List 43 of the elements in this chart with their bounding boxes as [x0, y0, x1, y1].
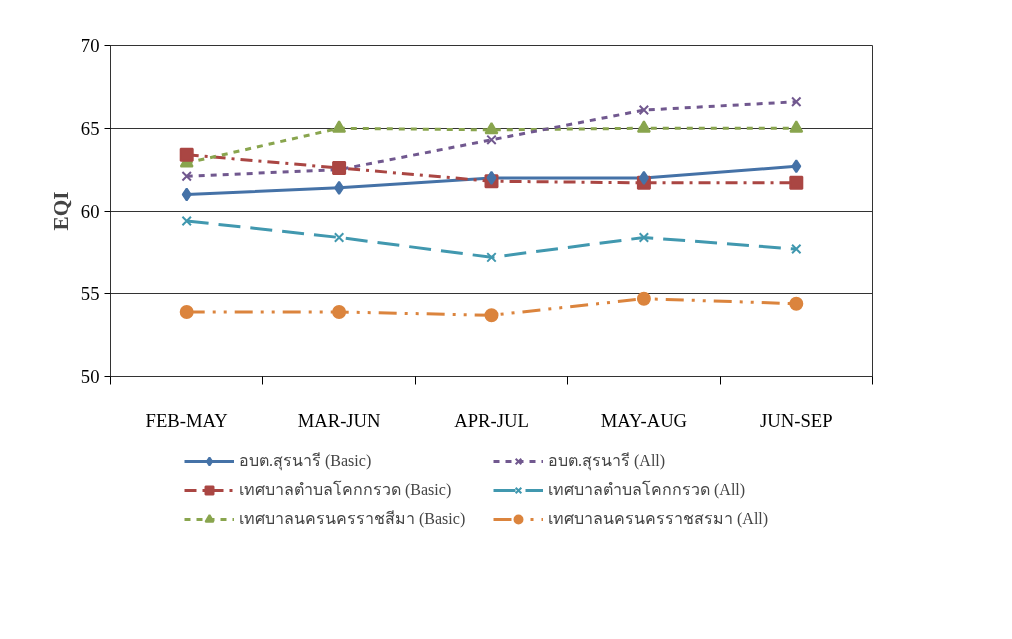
point: [789, 296, 804, 311]
point: [332, 160, 347, 175]
y-tick-label: 55: [80, 283, 100, 305]
point: [181, 171, 192, 182]
x-tick-label: FEB-MAY: [145, 409, 228, 431]
point: [179, 304, 194, 319]
point: [789, 175, 804, 190]
point: [636, 291, 651, 306]
point: [333, 232, 345, 243]
legend-label: อบต.สุรนารี (Basic): [239, 451, 373, 473]
y-tick-label: 70: [80, 35, 100, 56]
point: [181, 215, 192, 227]
legend-label: เทศบาลตำบลโคกกรวด (All): [548, 479, 747, 501]
point: [334, 180, 345, 195]
legend-label: เทศบาลตำบลโคกกรวด (Basic): [239, 479, 453, 501]
point: [791, 243, 802, 255]
point: [484, 308, 499, 323]
y-tick-label: 60: [80, 200, 100, 222]
point: [638, 232, 650, 243]
point: [486, 170, 497, 185]
x-tick-label: APR-JUL: [454, 409, 529, 431]
point: [332, 120, 347, 133]
y-tick-label: 50: [80, 366, 100, 387]
point: [181, 187, 192, 202]
x-tick-label: JUN-SEP: [760, 409, 833, 431]
point: [179, 147, 194, 162]
point: [486, 134, 497, 146]
point: [791, 159, 802, 174]
x-tick-label: MAR-JUN: [297, 409, 382, 431]
legend-label: เทศบาลนครนครราชสรมา (All): [548, 509, 770, 530]
point: [636, 120, 651, 133]
x-tick-label: MAY-AUG: [600, 409, 688, 431]
y-tick-label: 65: [80, 117, 100, 139]
point: [638, 170, 649, 185]
point: [332, 304, 347, 319]
legend-label: เทศบาลนครนครราชสีมา (Basic): [239, 509, 467, 530]
point: [789, 120, 804, 133]
point: [484, 121, 499, 135]
legend-label: อบต.สุรนารี (All): [548, 451, 667, 473]
point: [638, 104, 650, 116]
point: [791, 96, 802, 108]
y-axis-title: EQI: [48, 191, 73, 231]
point: [486, 252, 497, 263]
